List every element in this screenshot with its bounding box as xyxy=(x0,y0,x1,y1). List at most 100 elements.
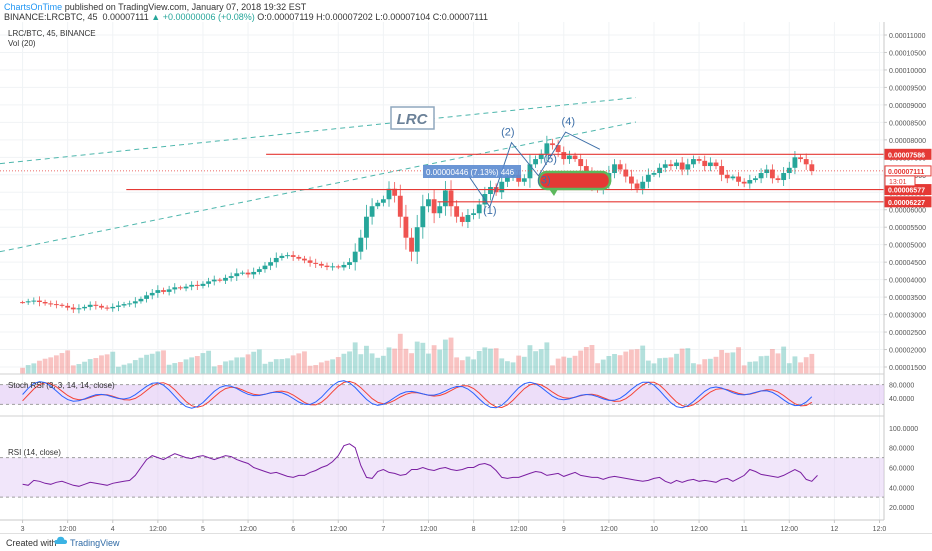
candle-body xyxy=(279,255,285,258)
candle-body xyxy=(324,265,330,268)
volume-bar xyxy=(713,356,719,374)
candle-body xyxy=(82,306,87,309)
candle-body xyxy=(99,305,104,308)
volume-bar xyxy=(217,365,223,374)
volume-bar xyxy=(189,357,195,374)
candle-body xyxy=(775,178,781,181)
volume-bar xyxy=(634,349,640,374)
time-tick-label: 12 xyxy=(830,526,838,532)
candle-body xyxy=(59,304,65,306)
volume-bar xyxy=(499,358,505,374)
published-text: published on TradingView.com, January 07… xyxy=(64,2,307,12)
volume-bar xyxy=(448,337,454,374)
time-tick-label: 10 xyxy=(650,526,658,532)
volume-bar xyxy=(764,355,770,374)
candle-body xyxy=(177,287,183,289)
candle-body xyxy=(217,279,223,281)
volume-bar xyxy=(82,361,87,374)
time-tick-label: 12:00 xyxy=(149,526,167,532)
candle-body xyxy=(617,164,623,170)
tradingview-brand[interactable]: TradingView xyxy=(70,538,120,548)
candle-body xyxy=(302,258,307,261)
candle-body xyxy=(758,173,764,179)
volume-bar xyxy=(211,366,217,374)
volume-bar xyxy=(578,350,584,374)
candle-body xyxy=(87,304,93,307)
volume-bar xyxy=(42,358,48,374)
volume-bar xyxy=(555,358,561,374)
candle-body xyxy=(623,169,629,177)
volume-bar xyxy=(583,347,589,374)
candle-body xyxy=(713,162,719,167)
volume-bar xyxy=(200,353,206,374)
price-tick-label: 0.00003000 xyxy=(889,313,926,320)
volume-bar xyxy=(206,350,212,374)
candle-body xyxy=(420,206,426,228)
ohlc-values: O:0.00007119 H:0.00007202 L:0.00007104 C… xyxy=(257,12,488,22)
candle-body xyxy=(741,181,747,184)
price-target-marker[interactable] xyxy=(537,170,612,196)
time-tick-label: 5 xyxy=(201,526,205,532)
candle-body xyxy=(121,304,127,306)
candle-body xyxy=(183,286,189,289)
volume-bar xyxy=(606,356,612,374)
candle-body xyxy=(504,176,510,182)
stoch-rsi-pane: 80.0000 40.0000 xyxy=(0,373,914,409)
stoch-legend: Stoch RSI (3, 3, 14, 14, close) xyxy=(8,381,115,390)
candle-body xyxy=(786,167,792,174)
candle-body xyxy=(149,292,155,296)
candle-body xyxy=(268,262,274,266)
chart-header: ChartsOnTime published on TradingView.co… xyxy=(0,0,932,22)
candle-body xyxy=(262,265,268,270)
volume-bar xyxy=(510,362,516,374)
candle-body xyxy=(386,188,392,200)
symbol-name: BINANCE:LRCBTC, 45 xyxy=(4,12,98,22)
volume-bar xyxy=(70,365,76,374)
candle-body xyxy=(465,214,471,222)
volume-bar xyxy=(285,358,290,374)
volume-bar xyxy=(273,359,279,374)
candle-body xyxy=(657,167,663,174)
trading-chart[interactable]: 0.00011000 0.00010500 0.00010000 0.00009500… xyxy=(0,22,932,532)
volume-bar xyxy=(696,364,702,374)
volume-bar xyxy=(99,355,104,374)
volume-bar xyxy=(640,345,646,374)
candle-body xyxy=(555,145,561,153)
time-tick-label: 4 xyxy=(111,526,115,532)
candle-body xyxy=(730,176,736,179)
time-tick-label: 12:00 xyxy=(420,526,438,532)
volume-bar xyxy=(25,365,31,374)
volume-bar xyxy=(747,361,753,374)
volume-bars xyxy=(20,333,815,374)
candle-body xyxy=(341,264,347,268)
candle-body xyxy=(792,157,798,168)
volume-bar xyxy=(595,363,601,374)
candle-body xyxy=(685,164,691,170)
candle-body xyxy=(200,283,206,286)
volume-bar xyxy=(65,350,71,374)
volume-bar xyxy=(144,354,150,374)
candle-body xyxy=(172,287,178,290)
measure-box xyxy=(423,165,521,178)
price-tick-label: 0.00005000 xyxy=(889,243,926,250)
time-tick-label: 12:00 xyxy=(510,526,528,532)
candlestick-series xyxy=(20,135,815,314)
candle-body xyxy=(290,255,296,257)
volume-bar xyxy=(454,357,460,374)
volume-bar xyxy=(685,348,691,374)
candle-body xyxy=(347,262,352,265)
candle-body xyxy=(211,279,217,282)
volume-bar xyxy=(781,346,787,374)
publisher-link[interactable]: ChartsOnTime xyxy=(4,2,63,12)
candle-body xyxy=(634,183,640,189)
volume-bar xyxy=(48,357,54,374)
volume-bar xyxy=(527,345,533,374)
price-tick-label: 0.00006000 xyxy=(889,208,926,215)
volume-bar xyxy=(183,359,189,374)
last-price: 0.00007111 xyxy=(102,12,149,22)
candle-body xyxy=(285,255,290,257)
measure-tool[interactable]: 0.00000446 (7.13%) 446 xyxy=(423,165,521,178)
wave-label: (2) xyxy=(501,127,514,139)
volume-bar xyxy=(786,363,792,374)
candle-body xyxy=(769,169,775,179)
